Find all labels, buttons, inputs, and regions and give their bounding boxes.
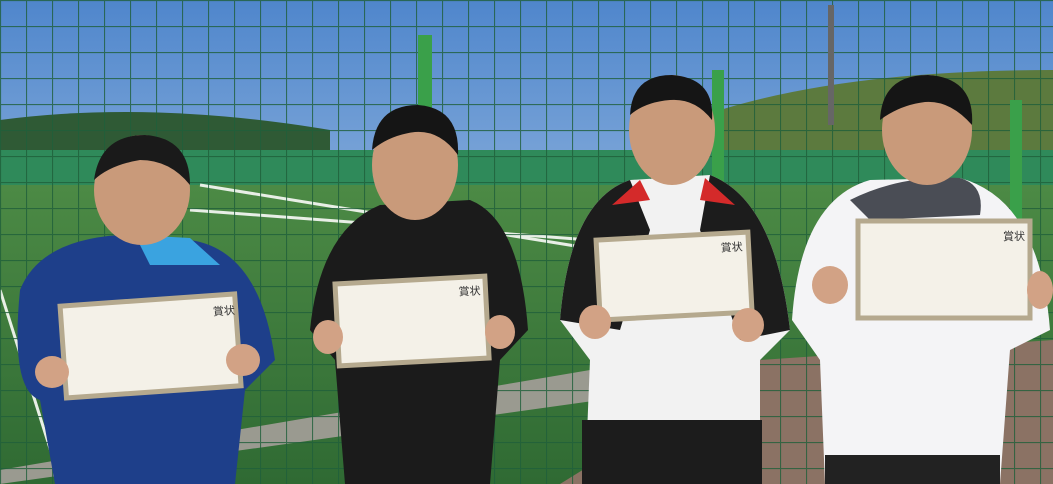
certificate-title: 賞状 <box>212 303 235 319</box>
certificate-4: 賞状 <box>855 218 1033 321</box>
certificate-title: 賞状 <box>720 239 743 254</box>
hands <box>35 266 1053 388</box>
certificate-1: 賞状 <box>57 291 244 401</box>
certificate-title: 賞状 <box>458 283 481 298</box>
certificate-title: 賞状 <box>1003 229 1025 243</box>
certificate-3: 賞状 <box>593 229 755 323</box>
certificate-2: 賞状 <box>332 273 492 369</box>
